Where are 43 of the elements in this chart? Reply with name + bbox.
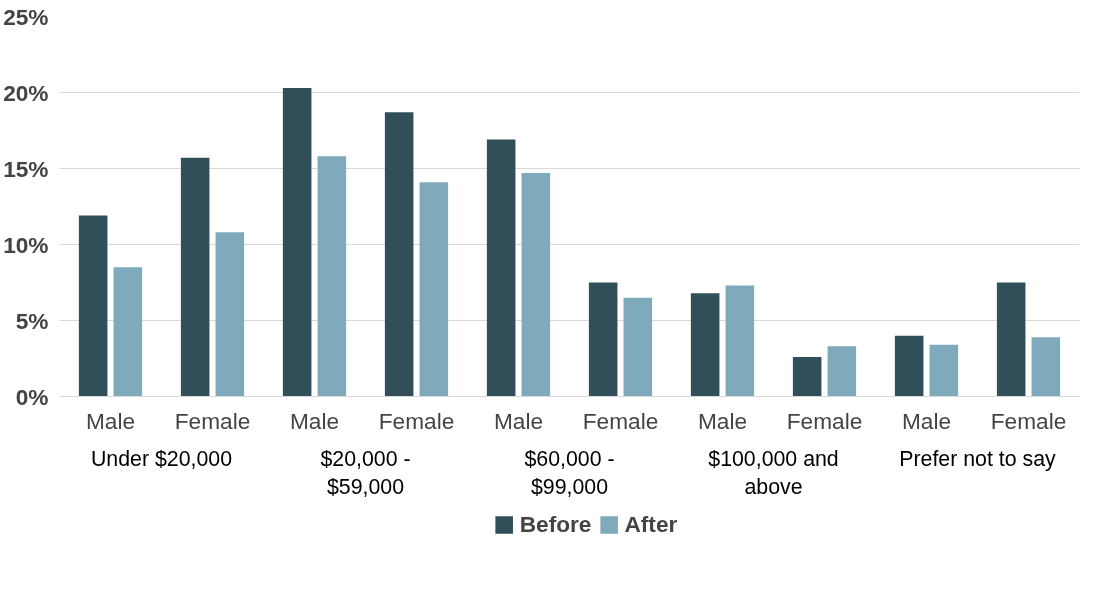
bar [486,139,516,397]
y-tick-label: 5% [15,307,49,334]
bar [588,282,618,397]
bar [929,344,959,397]
y-tick-label: 0% [15,383,49,410]
bar [996,282,1026,397]
bar [894,335,924,397]
bar [623,297,653,397]
legend-label: Before [519,510,592,538]
bar [419,182,449,397]
y-tick-label: 15% [3,155,49,182]
bar [180,157,210,397]
bar [1031,337,1061,397]
legend-label: After [624,510,678,538]
x-tick-label: Female [990,407,1067,434]
x-tick-label: Male [697,407,748,434]
x-tick-label: Female [174,407,251,434]
bar [215,232,245,397]
text: Prefer not to say [899,446,1057,471]
y-tick-label: 25% [3,3,49,30]
bar [282,87,312,397]
y-tick-label: 10% [3,231,49,258]
bar [827,346,857,397]
x-tick-label: Female [378,407,455,434]
text: $60,000 - $99,000 [524,446,615,500]
x-tick-label: Male [289,407,340,434]
bar [521,173,551,397]
x-tick-label: Female [786,407,863,434]
bar [113,267,143,397]
bar [792,356,822,397]
bar [725,285,755,397]
x-tick-label: Male [901,407,952,434]
bar [317,156,347,397]
bar [78,215,108,397]
bar [690,293,720,397]
y-tick-label: 20% [3,79,49,106]
x-tick-label: Male [85,407,136,434]
bar [384,112,414,397]
x-tick-label: Male [493,407,544,434]
text: $100,000 and above [708,446,839,500]
text: Under $20,000 [90,446,233,471]
x-tick-label: Female [582,407,659,434]
text: $20,000 - $59,000 [320,446,411,500]
